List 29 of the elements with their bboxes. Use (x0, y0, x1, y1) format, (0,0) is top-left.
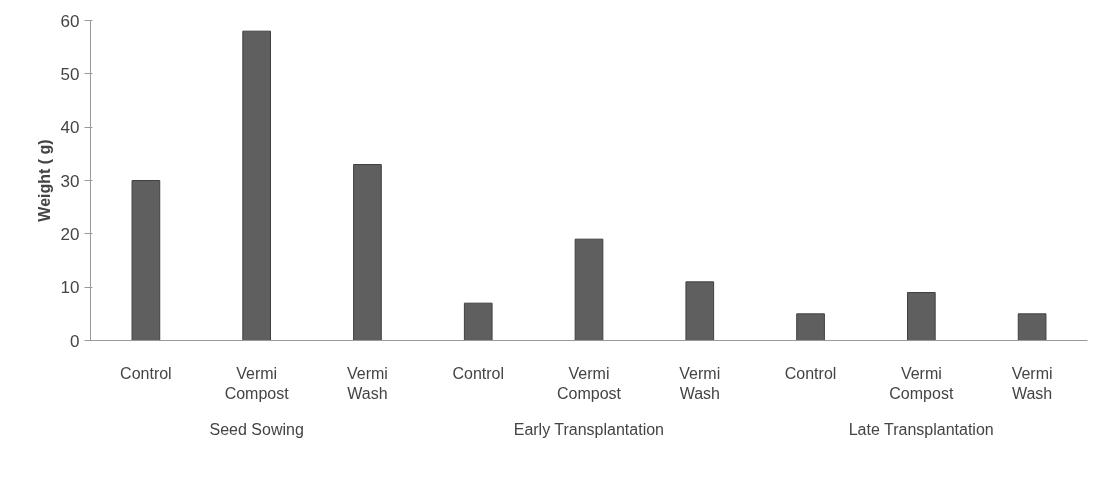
text: Early Transplantation (513, 420, 665, 438)
x-tick-label: Vermi Compost (224, 364, 290, 402)
y-axis-title: Weight ( g) (35, 139, 53, 222)
bar (574, 238, 604, 341)
x-tick-label: Vermi Wash (1011, 364, 1053, 402)
text: Seed Sowing (209, 420, 304, 438)
x-tick-label: Vermi Wash (679, 364, 721, 402)
bar (242, 30, 272, 341)
bar (131, 180, 161, 341)
bar (1017, 313, 1047, 341)
bar (796, 313, 825, 341)
y-tick-label: 60 (60, 11, 80, 31)
x-tick-label: Control (120, 364, 172, 382)
y-tick-label: 20 (60, 224, 80, 244)
bar (685, 281, 715, 341)
text: Late Transplantation (848, 420, 994, 438)
x-tick-label: Vermi Compost (556, 364, 622, 402)
y-tick-label: 0 (70, 331, 80, 351)
y-tick-label: 30 (60, 171, 80, 191)
y-tick-label: 50 (60, 64, 80, 84)
x-tick-label: Vermi Wash (347, 364, 388, 402)
bar (463, 302, 493, 341)
bar (906, 292, 936, 341)
x-tick-label: Vermi Compost (889, 364, 954, 402)
x-tick-label: Control (784, 364, 837, 382)
y-tick-label: 40 (60, 118, 80, 138)
bar (353, 164, 382, 341)
y-tick-label: 10 (60, 278, 80, 298)
x-tick-label: Control (452, 364, 505, 382)
